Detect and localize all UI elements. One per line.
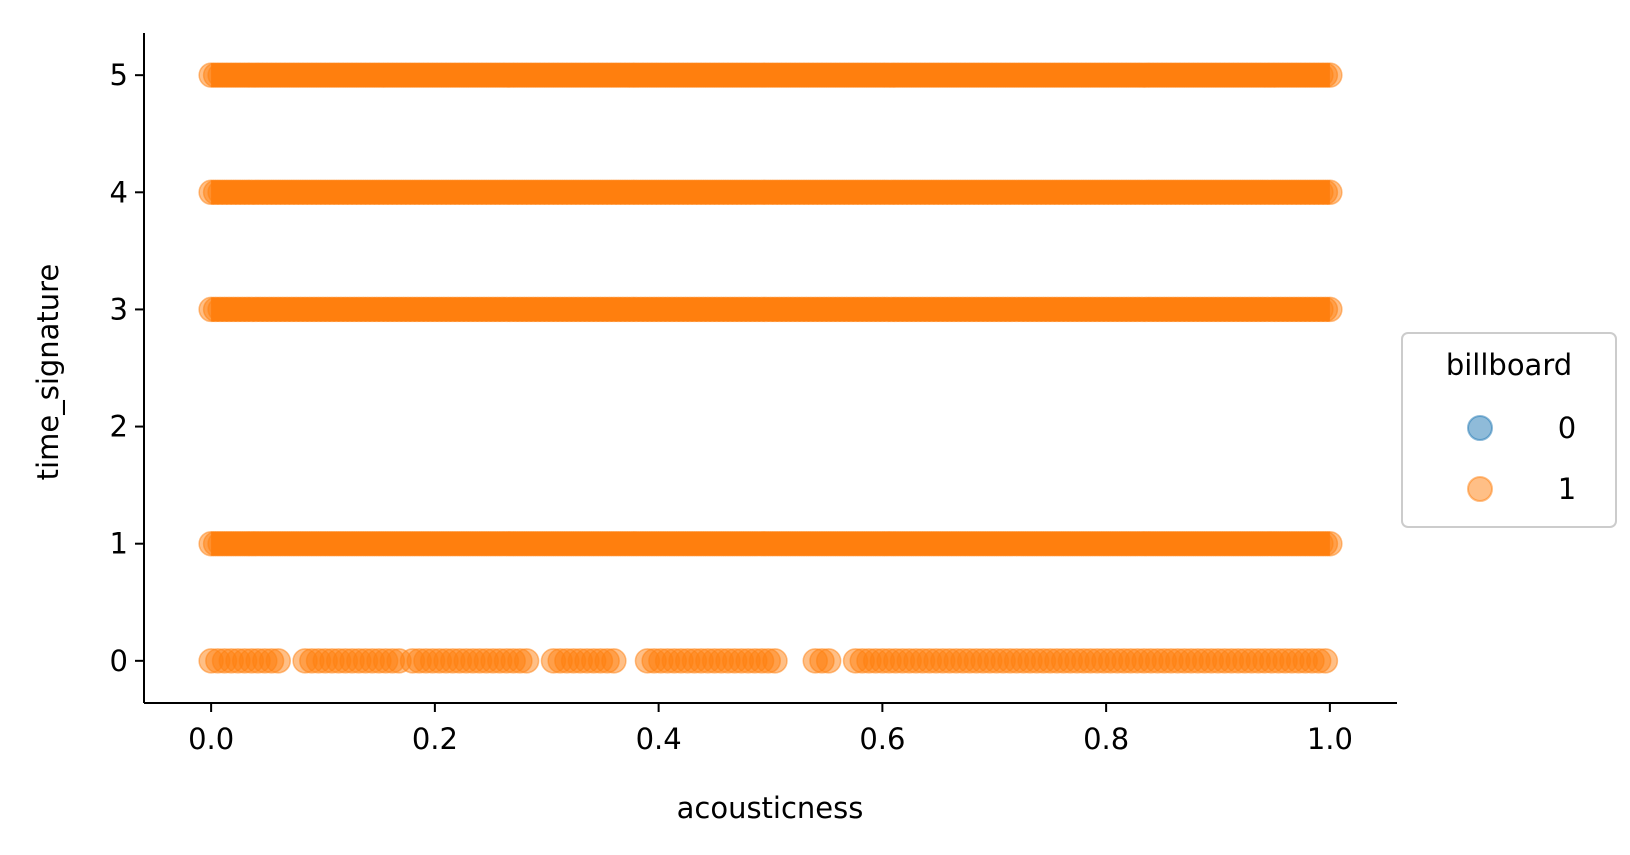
y-tick-label: 3 <box>110 292 128 326</box>
x-tick-label: 0.2 <box>412 722 458 756</box>
y-tick-label: 1 <box>110 527 128 561</box>
x-tick-label: 0.0 <box>188 722 234 756</box>
data-point <box>815 648 842 674</box>
y-tick-label: 0 <box>110 644 128 678</box>
x-tick-label: 0.6 <box>859 722 905 756</box>
legend-title: billboard <box>1446 348 1572 382</box>
data-point <box>265 648 291 674</box>
y-tick-label: 5 <box>110 58 128 92</box>
data-point <box>762 648 788 674</box>
x-tick-label: 0.8 <box>1083 722 1129 756</box>
y-axis-label: time_signature <box>31 264 65 481</box>
data-point <box>1312 648 1339 674</box>
legend-frame <box>1401 332 1617 528</box>
plot-area <box>198 62 1343 674</box>
data-point-band <box>211 180 1330 205</box>
legend: billboard 0 1 <box>1401 332 1617 528</box>
data-point-band <box>211 531 1330 556</box>
x-tick-label: 1.0 <box>1307 722 1353 756</box>
data-point <box>513 648 540 674</box>
data-point <box>601 648 627 674</box>
data-point-band <box>211 63 1330 88</box>
legend-label-0: 0 <box>1558 411 1576 445</box>
y-tick-label: 2 <box>110 410 128 444</box>
y-tick-label: 4 <box>110 175 128 209</box>
legend-marker-1 <box>1467 476 1493 502</box>
y-ticks: 0 1 2 3 4 5 <box>110 58 144 678</box>
legend-label-1: 1 <box>1558 472 1576 506</box>
data-point-band <box>211 297 1330 322</box>
axes <box>143 33 1397 704</box>
x-axis-label: acousticness <box>677 791 864 825</box>
x-ticks: 0.0 0.2 0.4 0.6 0.8 1.0 <box>188 703 1353 756</box>
legend-marker-0 <box>1467 415 1493 441</box>
x-tick-label: 0.4 <box>636 722 682 756</box>
